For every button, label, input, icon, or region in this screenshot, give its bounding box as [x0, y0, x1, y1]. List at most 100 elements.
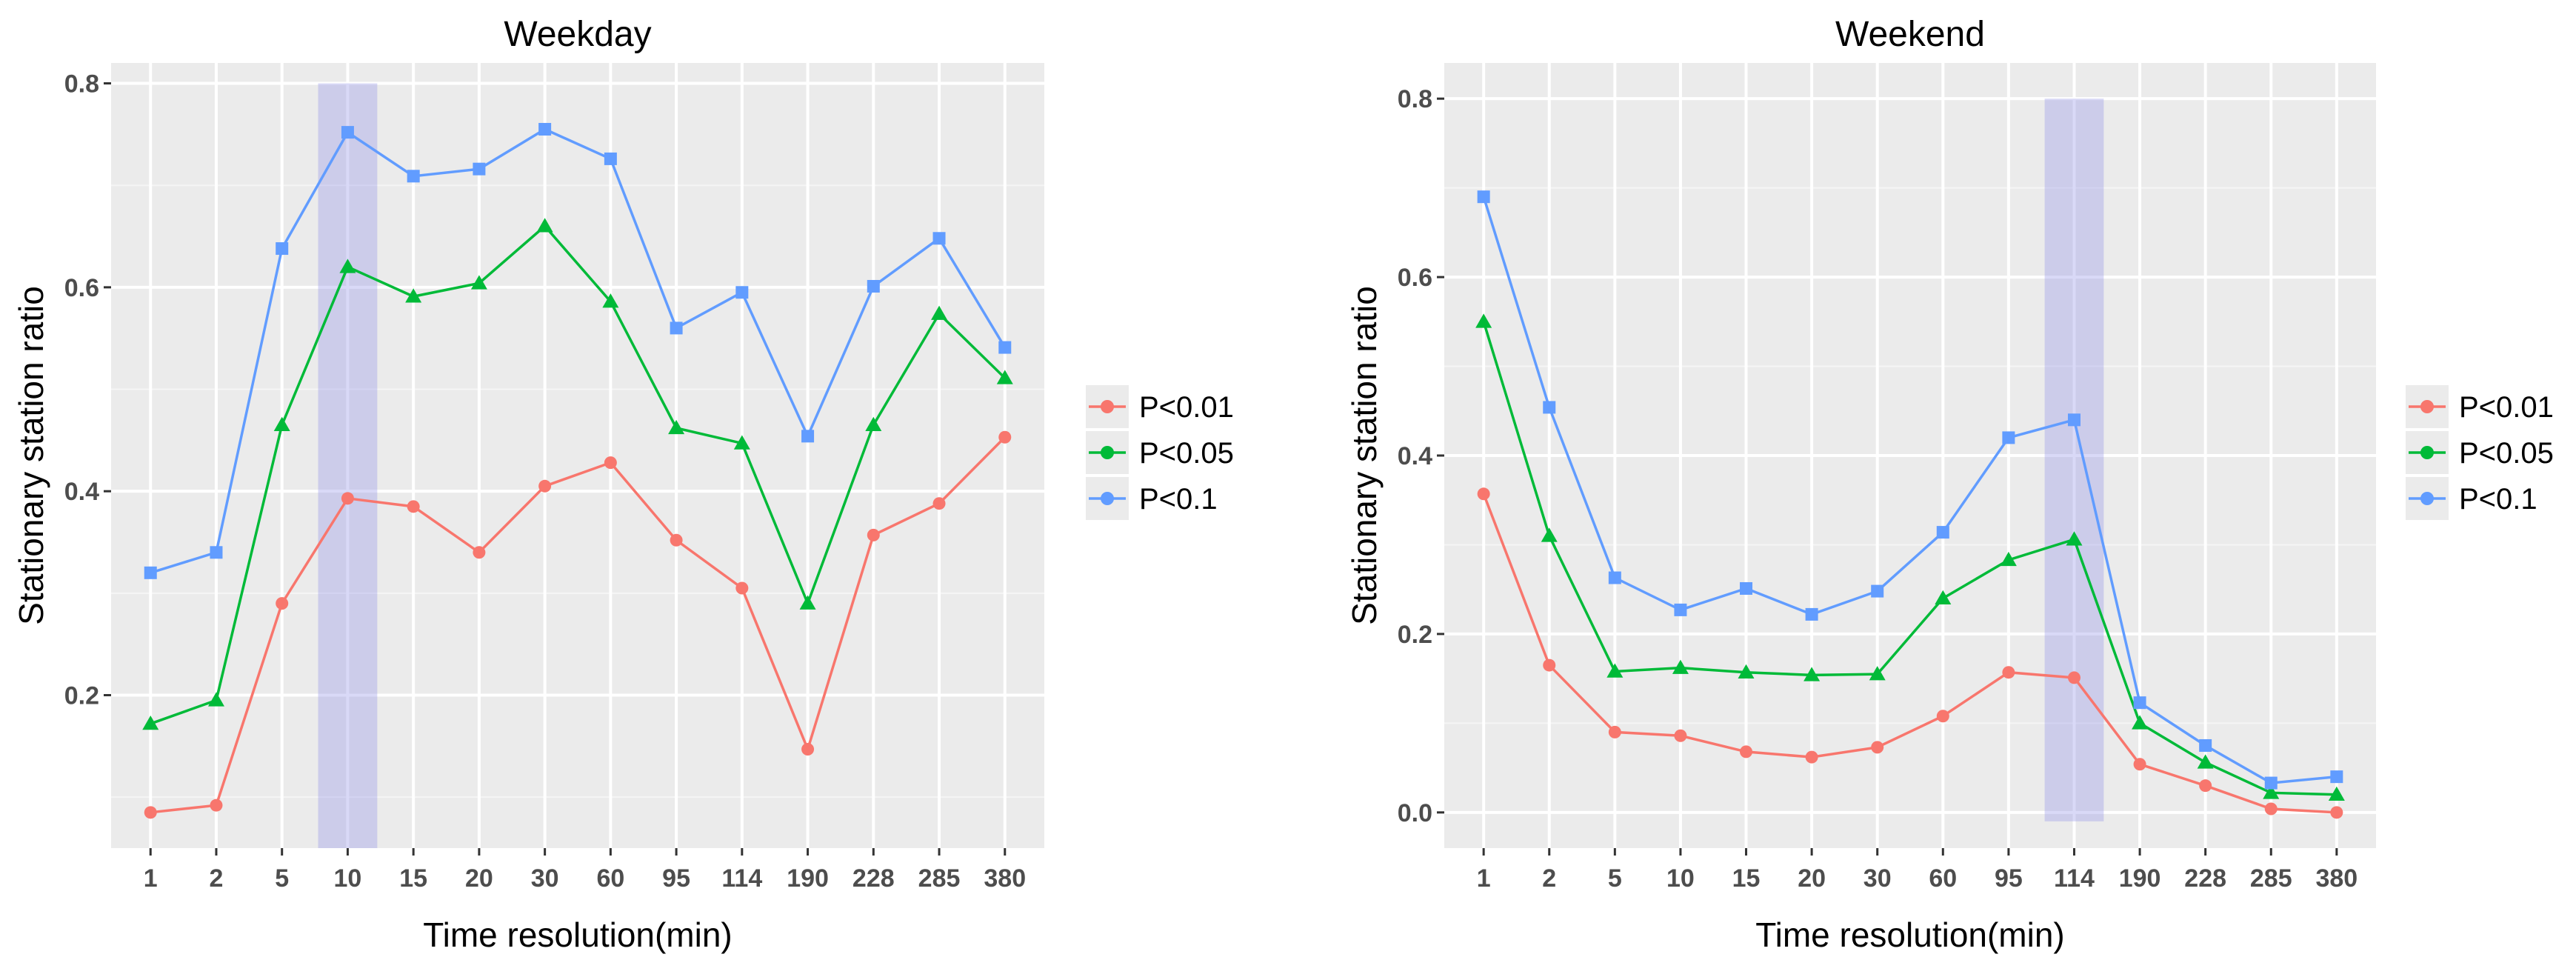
data-point — [210, 798, 223, 812]
series-line-2 — [150, 224, 1006, 725]
x-tick-label: 60 — [1929, 864, 1957, 893]
data-point — [1936, 526, 1949, 539]
data-point — [2330, 770, 2343, 784]
legend-marker — [1101, 400, 1114, 413]
data-point — [1543, 658, 1556, 672]
data-point — [998, 430, 1012, 444]
legend-marker — [2420, 400, 2434, 413]
data-point — [865, 416, 882, 431]
data-point — [536, 218, 553, 233]
data-point — [276, 242, 289, 256]
data-point — [470, 275, 487, 290]
data-point — [1477, 487, 1490, 501]
data-point — [604, 456, 617, 470]
x-tick-label: 228 — [852, 864, 895, 893]
x-tick-label: 190 — [2119, 864, 2161, 893]
data-point — [932, 232, 946, 245]
legend-marker — [1101, 446, 1114, 459]
legend-label: P<0.1 — [1139, 483, 1218, 516]
data-point — [604, 152, 617, 165]
data-point — [2133, 758, 2146, 771]
data-point — [998, 341, 1012, 354]
y-axis-label: Stationary station ratio — [12, 286, 50, 625]
data-point — [2000, 551, 2017, 567]
x-tick-label: 60 — [596, 864, 624, 893]
legend: P<0.01 P<0.05 P<0.1 — [1086, 385, 1234, 520]
y-tick-label: 0.8 — [1398, 85, 1432, 113]
y-tick-label: 0.0 — [1398, 799, 1432, 827]
data-point — [1738, 664, 1755, 678]
data-point — [407, 170, 420, 183]
x-axis-label: Time resolution(min) — [423, 916, 733, 954]
data-point — [1935, 590, 1952, 604]
x-tick-label: 190 — [787, 864, 829, 893]
data-point — [1674, 729, 1687, 742]
x-tick-label: 2 — [1542, 864, 1556, 893]
data-point — [1475, 313, 1492, 328]
x-tick-label: 380 — [984, 864, 1026, 893]
data-point — [867, 279, 880, 293]
x-tick-label: 95 — [662, 864, 690, 893]
y-tick-label: 0.2 — [64, 682, 99, 710]
data-point — [1608, 725, 1621, 738]
x-tick-label: 228 — [2184, 864, 2226, 893]
x-tick-label: 20 — [1798, 864, 1826, 893]
data-point — [276, 597, 289, 610]
data-point — [931, 305, 948, 320]
data-point — [1674, 603, 1687, 616]
x-tick-label: 30 — [531, 864, 559, 893]
data-point — [932, 497, 946, 510]
x-tick-label: 10 — [334, 864, 362, 893]
data-point — [2263, 784, 2280, 799]
data-point — [1672, 659, 1689, 674]
x-tick-label: 114 — [2054, 864, 2095, 893]
x-tick-label: 1 — [1477, 864, 1491, 893]
data-point — [1608, 571, 1621, 584]
data-point — [2002, 666, 2015, 679]
x-tick-label: 285 — [918, 864, 961, 893]
legend-label: P<0.01 — [1139, 391, 1234, 424]
x-tick-label: 5 — [1608, 864, 1622, 893]
x-tick-label: 5 — [275, 864, 289, 893]
data-point — [2264, 776, 2278, 790]
x-tick-label: 95 — [1995, 864, 2023, 893]
data-point — [801, 430, 815, 443]
x-axis-label: Time resolution(min) — [1755, 916, 2065, 954]
x-tick-label: 285 — [2250, 864, 2292, 893]
data-point — [2067, 413, 2081, 427]
data-point — [273, 416, 290, 431]
data-point — [670, 533, 683, 547]
data-point — [473, 546, 486, 559]
series-line-3 — [1482, 196, 2338, 784]
data-point — [1543, 401, 1556, 414]
data-point — [210, 546, 223, 559]
data-point — [1541, 527, 1558, 542]
data-point — [2066, 531, 2083, 546]
data-point — [341, 126, 354, 139]
y-tick-label: 0.4 — [1398, 442, 1432, 470]
legend-marker — [2420, 492, 2434, 505]
data-point — [799, 595, 816, 610]
highlight-band — [318, 83, 378, 848]
plot-panel — [111, 63, 1044, 848]
data-point — [2002, 431, 2015, 444]
data-point — [2067, 671, 2081, 684]
x-tick-label: 10 — [1666, 864, 1695, 893]
data-point — [1805, 750, 1818, 764]
x-tick-label: 2 — [210, 864, 224, 893]
x-tick-label: 114 — [721, 864, 762, 893]
data-point — [339, 259, 356, 273]
y-tick-label: 0.4 — [64, 478, 99, 506]
series-line-1 — [1482, 493, 2337, 814]
data-point — [996, 370, 1013, 384]
data-point — [668, 419, 685, 435]
data-point — [1805, 607, 1818, 621]
legend-label: P<0.05 — [1139, 437, 1234, 470]
highlight-band — [2044, 99, 2104, 821]
data-point — [1936, 710, 1949, 723]
data-point — [2328, 786, 2345, 801]
data-point — [602, 293, 619, 308]
chart-weekday: 0.2 0.4 0.6 0.8 1 2 5 10 15 20 30 60 95 114 190 228 285 3… — [12, 15, 1234, 954]
chart-title: Weekday — [504, 15, 651, 54]
